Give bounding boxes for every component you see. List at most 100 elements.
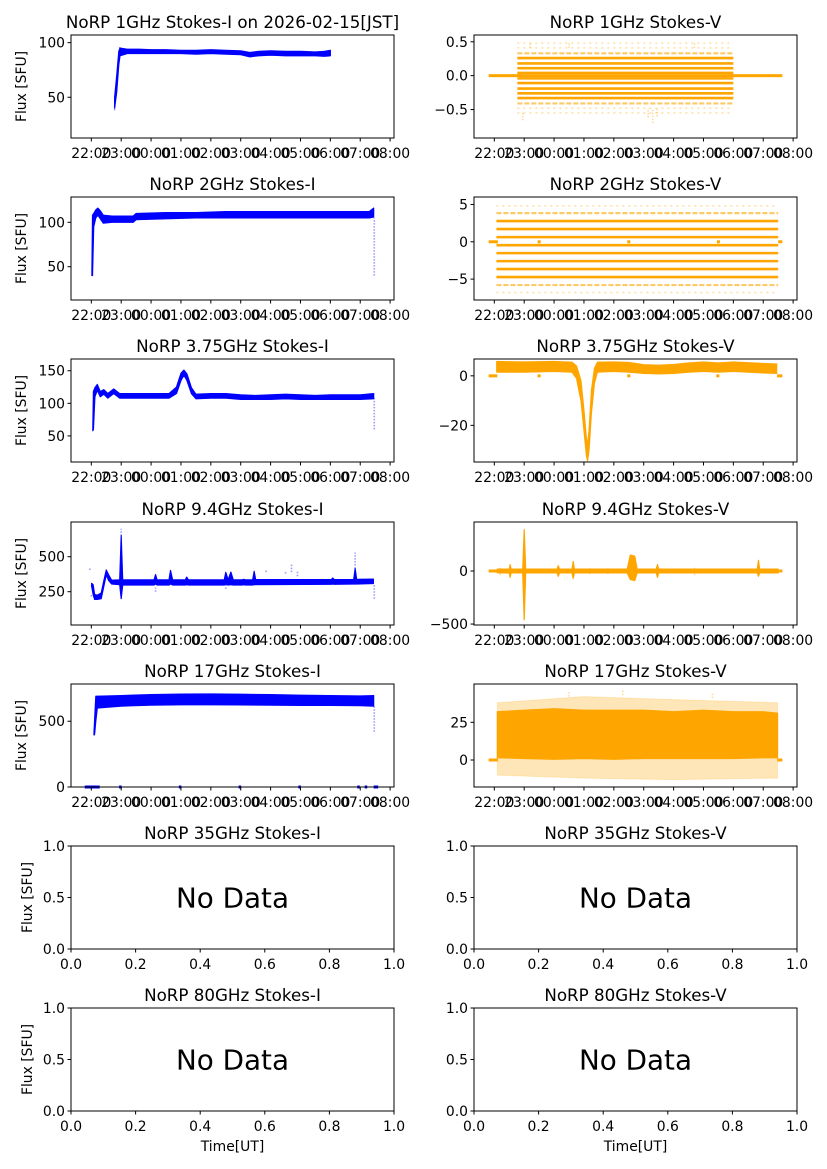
x-tick-label: 08:00 [370,146,410,162]
no-data-annotation: No Data [176,882,289,915]
y-tick-label: −20 [439,418,468,434]
data-band [496,708,779,760]
y-tick-label: 0.5 [446,1053,468,1069]
x-tick-label: 01:00 [564,308,604,324]
x-tick-label: 08:00 [370,470,410,486]
x-tick-label: 0.0 [463,957,485,973]
x-tick-label: 23:00 [101,470,141,486]
plot-area [488,205,783,294]
subplot-title: NoRP 2GHz Stokes-V [550,174,722,194]
x-tick-label: 23:00 [504,470,544,486]
y-tick-label: 0.5 [43,891,65,907]
x-tick-label: 04:00 [654,308,694,324]
subplot-norp-80ghz-stokes-i: 0.0 0.2 0.4 0.6 0.8 1.0 0.0 0.5 1.0 NoRP 80GHz St… [20,985,405,1155]
y-tick-label: 1.0 [446,1001,468,1017]
y-tick-label: 5 [459,197,468,213]
y-tick-label: 100 [38,215,65,231]
y-tick-label: 0 [459,235,468,251]
y-axis-label: Flux [SFU] [14,538,30,609]
x-tick-label: 03:00 [624,470,664,486]
x-tick-label: 1.0 [383,1119,405,1135]
x-tick-label: 0.4 [189,1119,211,1135]
x-tick-label: 08:00 [773,146,813,162]
zero-level-segment [537,374,541,378]
subplot-title: NoRP 9.4GHz Stokes-V [542,499,730,519]
plot-area [488,689,783,781]
subplot-title: NoRP 1GHz Stokes-I on 2026-02-15[JST] [66,12,399,32]
y-tick-label: 25 [450,715,468,731]
zero-level-segment [716,374,720,378]
no-data-annotation: No Data [176,1044,289,1077]
x-tick-label: 00:00 [131,470,171,486]
x-tick-label: 06:00 [310,795,350,811]
x-tick-label: 05:00 [280,795,320,811]
axes-frame [70,358,395,463]
x-tick-label: 22:00 [71,633,111,649]
zero-level-segment [778,240,783,244]
x-tick-label: 02:00 [191,146,231,162]
subplot-title: NoRP 3.75GHz Stokes-V [536,336,735,356]
x-tick-label: 22:00 [474,308,514,324]
y-tick-label: 150 [38,364,65,380]
x-tick-label: 02:00 [191,308,231,324]
y-tick-label: 1.0 [43,1001,65,1017]
y-tick-label: 0 [459,369,468,385]
x-tick-label: 0.2 [125,957,147,973]
subplot-title: NoRP 3.75GHz Stokes-I [136,336,329,356]
x-tick-label: 22:00 [71,146,111,162]
x-tick-label: 04:00 [251,308,291,324]
subplot-title: NoRP 9.4GHz Stokes-I [141,499,323,519]
x-tick-label: 22:00 [474,795,514,811]
x-tick-label: 05:00 [683,795,723,811]
y-tick-label: 50 [47,260,65,276]
x-tick-label: 02:00 [594,470,634,486]
x-tick-label: 03:00 [221,146,261,162]
x-tick-label: 01:00 [161,146,201,162]
zero-level-segment [776,374,783,378]
data-band [91,535,374,600]
y-tick-label: −500 [430,617,468,633]
y-tick-label: 0.0 [446,69,468,85]
y-axis-label: Flux [SFU] [14,51,30,122]
no-data-annotation: No Data [579,882,692,915]
x-tick-label: 07:00 [743,470,783,486]
y-tick-label: 500 [38,550,65,566]
x-tick-label: 07:00 [743,146,783,162]
y-axis-label: Flux [SFU] [20,862,36,933]
x-tick-label: 00:00 [131,633,171,649]
x-tick-label: 02:00 [191,633,231,649]
data-band [92,369,375,432]
x-tick-label: 05:00 [280,308,320,324]
x-tick-label: 00:00 [534,633,574,649]
x-tick-label: 06:00 [713,633,753,649]
zero-level-segment [488,569,783,573]
x-tick-label: 05:00 [683,308,723,324]
data-band [91,207,375,277]
y-tick-label: 0.5 [43,1053,65,1069]
x-tick-label: 03:00 [221,795,261,811]
x-tick-label: 06:00 [713,470,753,486]
subplot-norp-1ghz-stokes-v: 22:0023:0000:0001:0002:0003:0004:0005:00… [434,12,813,162]
x-tick-label: 06:00 [310,146,350,162]
x-tick-label: 0.0 [463,1119,485,1135]
subplot-title: NoRP 80GHz Stokes-I [144,985,321,1005]
x-tick-label: 1.0 [786,1119,808,1135]
x-tick-label: 0.4 [189,957,211,973]
x-tick-label: 0.0 [60,957,82,973]
x-tick-label: 1.0 [383,957,405,973]
zero-level-segment [488,74,783,78]
x-tick-label: 0.6 [657,957,679,973]
x-tick-label: 22:00 [71,308,111,324]
x-tick-label: 0.2 [528,1119,550,1135]
zero-level-segment [777,758,783,762]
x-tick-label: 22:00 [474,633,514,649]
axes-frame [473,34,798,139]
subplot-norp-9-4ghz-stokes-i: 22:0023:0000:0001:0002:0003:0004:0005:00… [14,499,410,649]
x-tick-label: 05:00 [280,633,320,649]
x-tick-label: 01:00 [161,308,201,324]
axes-frame [473,358,798,463]
x-tick-label: 02:00 [594,795,634,811]
zero-level-segment [716,240,720,244]
x-tick-label: 0.6 [254,1119,276,1135]
